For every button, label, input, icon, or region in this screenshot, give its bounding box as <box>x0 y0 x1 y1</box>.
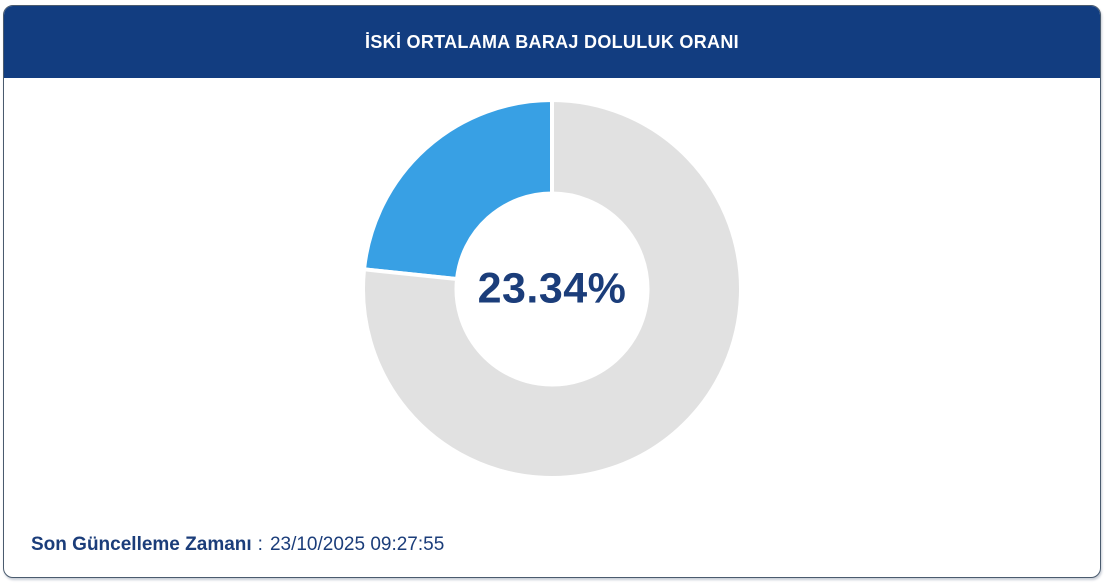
chart-area: 23.34% <box>4 98 1100 480</box>
last-update-label: Son Güncelleme Zamanı <box>31 534 252 555</box>
page-title: İSKİ ORTALAMA BARAJ DOLULUK ORANI <box>365 31 739 52</box>
donut-center-value: 23.34% <box>477 264 627 313</box>
card-header: İSKİ ORTALAMA BARAJ DOLULUK ORANI <box>4 6 1100 78</box>
dam-occupancy-card: İSKİ ORTALAMA BARAJ DOLULUK ORANI 23.34%… <box>3 5 1101 578</box>
donut-slice-filled[interactable] <box>361 98 554 282</box>
donut-chart-svg <box>361 98 743 480</box>
last-update: Son Güncelleme Zamanı : 23/10/2025 09:27… <box>4 534 1100 577</box>
last-update-timestamp: 23/10/2025 09:27:55 <box>269 534 445 555</box>
last-update-separator: : <box>257 534 263 555</box>
donut-slice-empty[interactable] <box>361 98 743 480</box>
donut-chart: 23.34% <box>361 98 743 480</box>
